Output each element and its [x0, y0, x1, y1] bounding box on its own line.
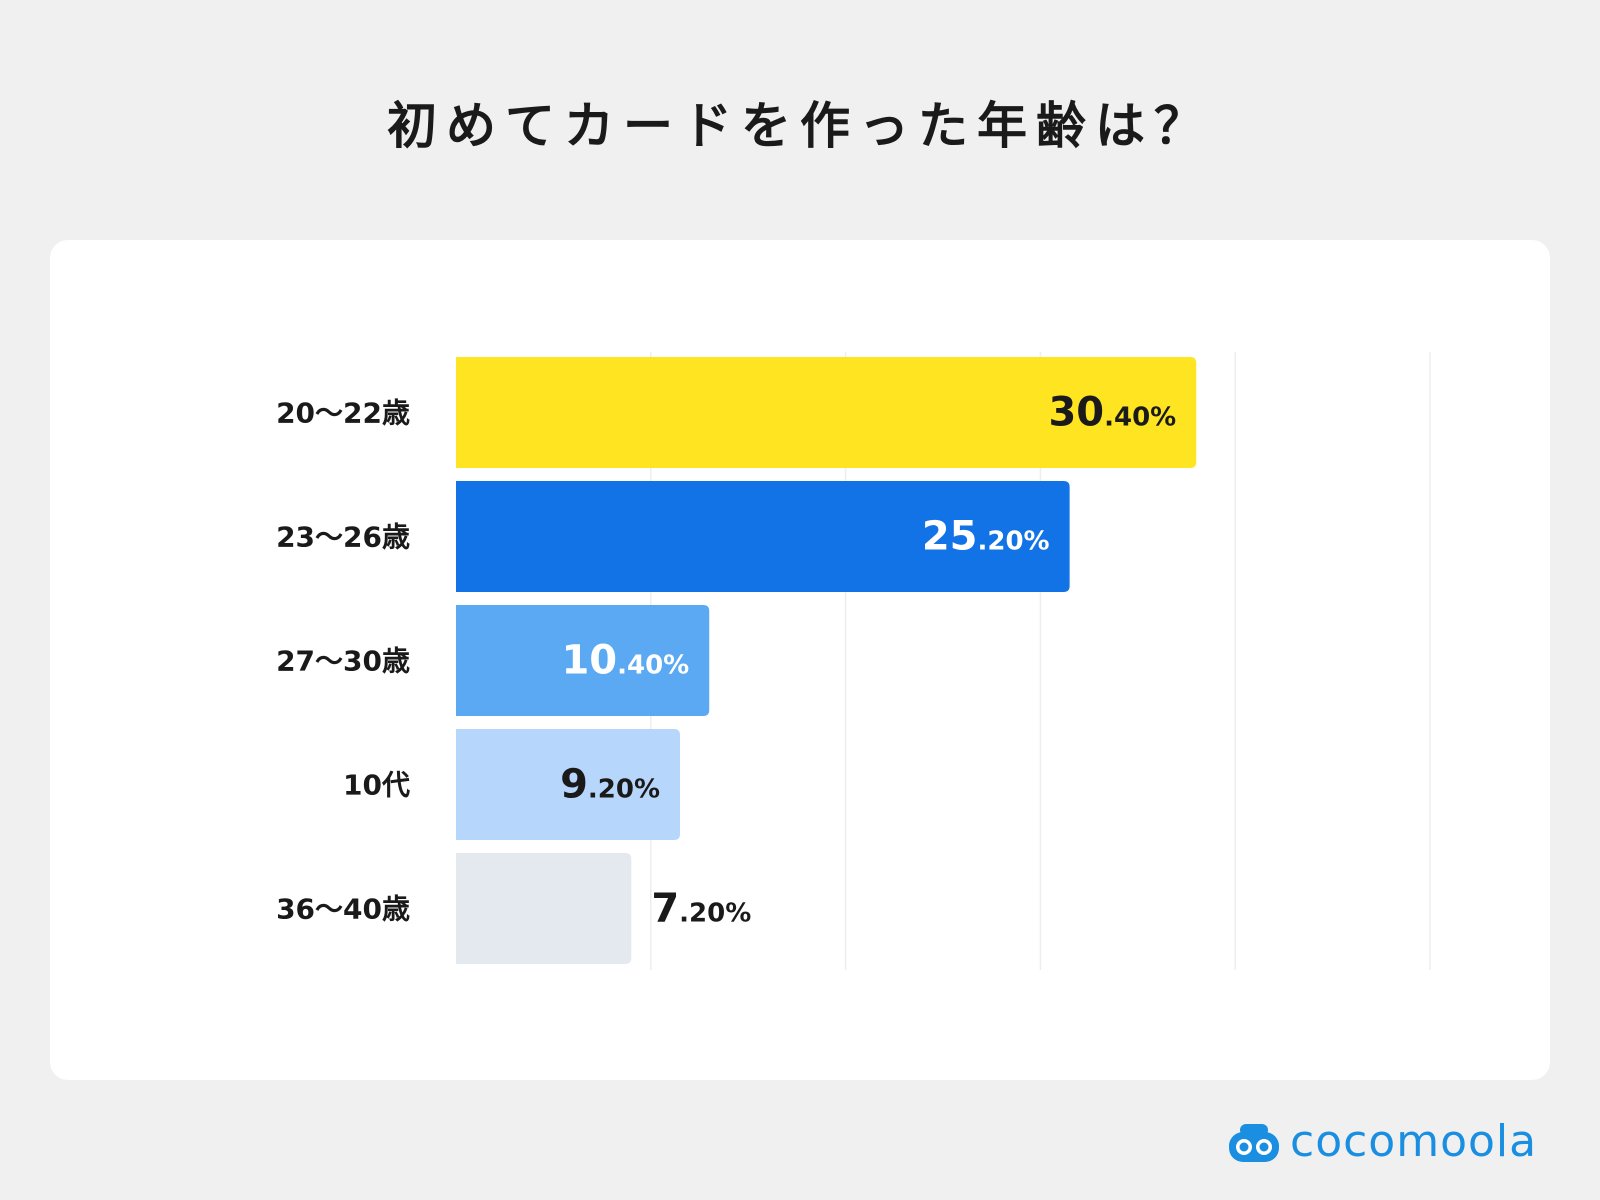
brand-logo: cocomoola [1226, 1118, 1537, 1166]
bar [456, 357, 1197, 468]
brand-name: cocomoola [1290, 1116, 1538, 1167]
category-label: 23〜26歳 [276, 521, 410, 554]
bar [456, 853, 632, 964]
value-label: 25.20% [922, 514, 1050, 560]
bar [456, 605, 710, 716]
value-label: 30.40% [1048, 390, 1176, 436]
value-label: 10.40% [561, 638, 689, 684]
robot-icon [1229, 1124, 1279, 1162]
bar [456, 481, 1070, 592]
bar [456, 729, 681, 840]
value-label: 9.20% [560, 762, 660, 808]
category-label: 20〜22歳 [276, 397, 410, 430]
category-label: 10代 [343, 769, 410, 802]
value-label: 7.20% [651, 886, 751, 932]
chart-title: 初めてカードを作った年齢は？ [387, 97, 1213, 155]
category-label: 36〜40歳 [276, 893, 410, 926]
category-label: 27〜30歳 [276, 645, 410, 678]
